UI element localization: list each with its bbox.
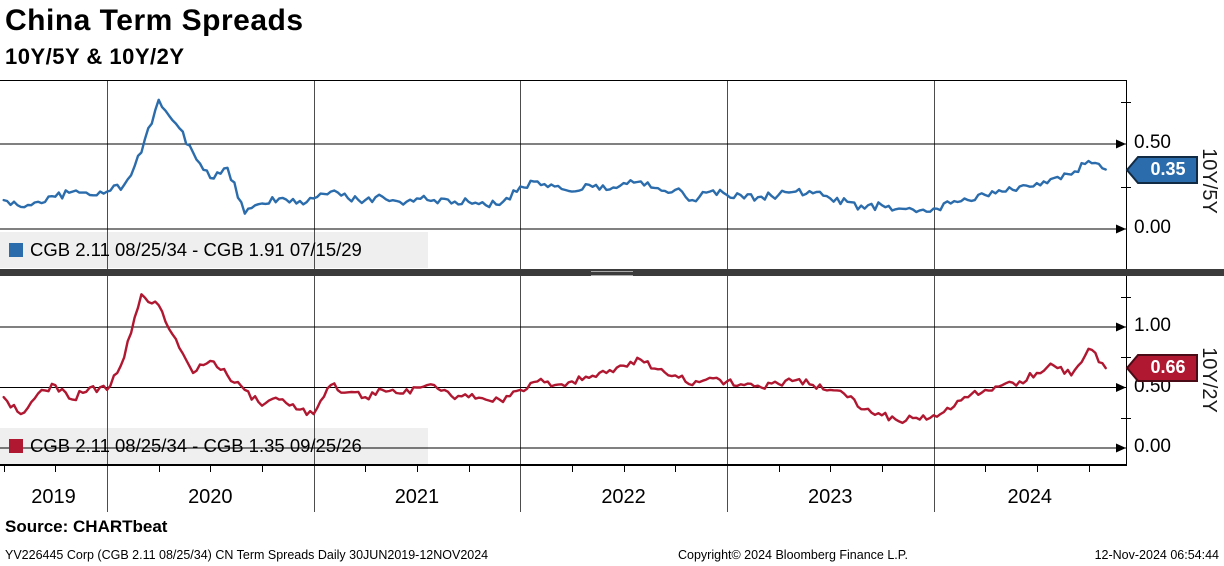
x-axis-baseline <box>0 464 1127 466</box>
footer-copyright: Copyright© 2024 Bloomberg Finance L.P. <box>678 548 908 562</box>
x-axis-quarter-tick <box>623 466 625 472</box>
gridline-arrow-icon <box>1116 443 1126 453</box>
legend-10y5y[interactable]: CGB 2.11 08/25/34 - CGB 1.91 07/15/29 <box>0 232 428 268</box>
badge-arrow-icon <box>1125 155 1198 184</box>
x-axis-year-label: 2023 <box>807 486 853 508</box>
gridline-arrow-icon <box>1116 139 1126 149</box>
last-value-10y5y: 0.35 <box>1150 158 1186 179</box>
x-axis-quarter-tick <box>675 466 677 472</box>
y-axis-tick-label: 0.50 <box>1134 132 1171 153</box>
plot-panel-10y5y <box>0 80 1126 234</box>
y-axis-minor-tick <box>1121 357 1131 359</box>
legend-marker-blue-icon <box>9 243 23 257</box>
x-axis-quarter-tick <box>210 466 212 472</box>
separator-grip-icon[interactable] <box>591 271 633 276</box>
x-axis-quarter-tick <box>55 466 57 472</box>
x-axis-quarter-tick <box>830 466 832 472</box>
series-line-10y5y <box>2 98 1107 215</box>
y-axis-minor-tick <box>1121 101 1131 103</box>
legend-label-10y5y: CGB 2.11 08/25/34 - CGB 1.91 07/15/29 <box>30 239 362 260</box>
x-axis-quarter-tick <box>3 466 5 472</box>
panel-separator <box>0 269 1224 276</box>
source-label: Source: CHARTbeat <box>5 517 168 536</box>
chart-title: China Term Spreads <box>5 4 304 37</box>
gridline-arrow-icon <box>1116 383 1126 392</box>
x-axis-quarter-tick <box>985 466 987 472</box>
footer-timestamp: 12-Nov-2024 06:54:44 <box>1094 548 1219 562</box>
x-axis-year-label: 2020 <box>188 486 233 508</box>
y-axis-minor-tick <box>1121 417 1131 419</box>
x-axis-quarter-tick <box>778 466 780 472</box>
x-axis-quarter-tick <box>158 466 160 472</box>
y-axis-tick-label: 1.00 <box>1134 315 1171 336</box>
x-axis-quarter-tick <box>416 466 418 472</box>
last-value-badge-10y2y: 0.66 <box>1125 352 1199 384</box>
y-axis-tick-label: 0.00 <box>1134 217 1171 238</box>
y-axis-minor-tick <box>1121 186 1131 188</box>
last-value-10y2y: 0.66 <box>1150 357 1186 378</box>
footer-row: YV226445 Corp (CGB 2.11 08/25/34) CN Ter… <box>0 548 1224 564</box>
last-value-badge-10y5y: 0.35 <box>1125 154 1199 186</box>
year-divider-line <box>726 80 728 512</box>
x-axis-quarter-tick <box>365 466 367 472</box>
x-axis-year-label: 2019 <box>31 486 76 508</box>
x-axis-quarter-tick <box>571 466 573 472</box>
plot-panel-10y2y <box>0 293 1126 453</box>
x-axis-quarter-tick <box>881 466 883 472</box>
x-axis-year-label: 2022 <box>601 486 646 508</box>
badge-arrow-icon <box>1125 354 1198 383</box>
x-axis-year-label: 2021 <box>394 486 440 508</box>
x-axis-quarter-tick <box>1088 466 1090 472</box>
legend-marker-red-icon <box>9 439 23 453</box>
x-axis-quarter-tick <box>1036 466 1038 472</box>
legend-10y2y[interactable]: CGB 2.11 08/25/34 - CGB 1.35 09/25/26 <box>0 428 428 464</box>
gridline-arrow-icon <box>1116 224 1126 234</box>
footer-security-info: YV226445 Corp (CGB 2.11 08/25/34) CN Ter… <box>5 548 489 562</box>
y-axis-tick-label: 0.00 <box>1134 436 1171 457</box>
series-line-10y2y <box>2 293 1107 425</box>
year-divider-line <box>313 80 315 512</box>
year-divider-line <box>520 80 522 512</box>
x-axis-year-label: 2024 <box>1007 486 1053 508</box>
year-divider-line <box>933 80 935 512</box>
x-axis-quarter-tick <box>468 466 470 472</box>
year-divider-line <box>107 80 108 512</box>
gridline-arrow-icon <box>1116 322 1126 332</box>
y-axis-minor-tick <box>1121 296 1131 298</box>
legend-label-10y2y: CGB 2.11 08/25/34 - CGB 1.35 09/25/26 <box>30 435 362 456</box>
chart-subtitle: 10Y/5Y & 10Y/2Y <box>5 44 185 69</box>
x-axis-quarter-tick <box>262 466 263 472</box>
